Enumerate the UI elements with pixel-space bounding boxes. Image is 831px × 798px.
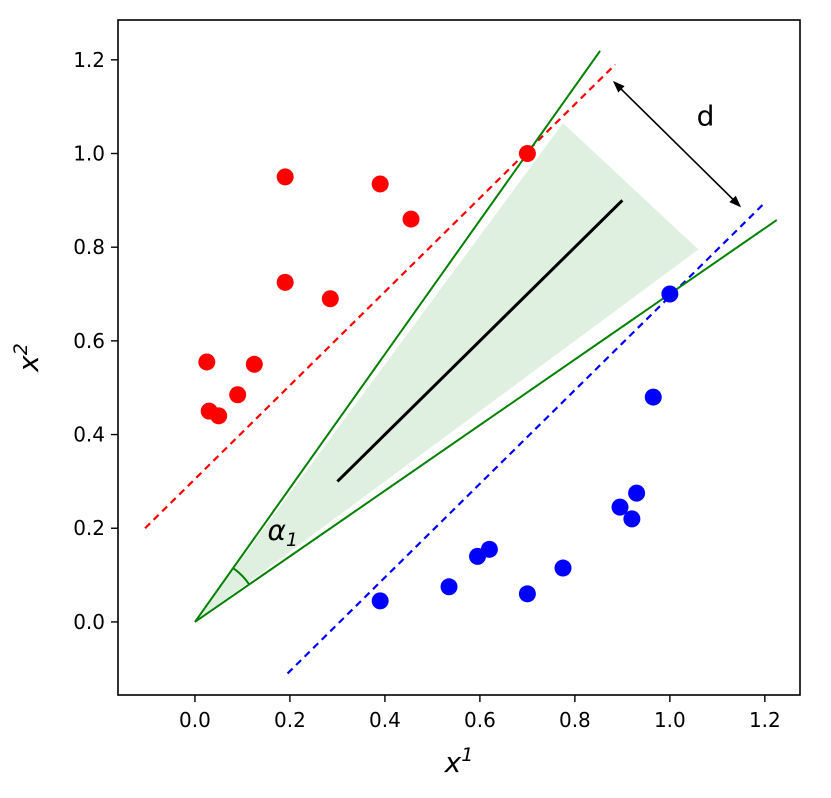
plot-frame — [117, 19, 801, 696]
scatter-point-class-red — [245, 355, 263, 373]
plot-area: d α1 — [144, 50, 778, 675]
scatter-point-class-blue — [644, 388, 662, 406]
y-tick-label: 1.2 — [73, 48, 105, 72]
cone-upper-edge — [194, 50, 601, 623]
scatter-point-class-red — [210, 407, 228, 425]
x-axis-label: x1 — [444, 744, 474, 779]
scatter-point-class-blue — [623, 510, 641, 528]
distance-label: d — [697, 99, 715, 132]
decision-boundary — [336, 199, 624, 483]
y-tick-label: 0.0 — [73, 610, 105, 634]
y-tick-label: 0.2 — [73, 516, 105, 540]
scatter-point-class-red — [518, 145, 536, 163]
scatter-point-class-blue — [611, 498, 629, 516]
x-tick-label: 0.2 — [274, 708, 306, 732]
x-tick-label: 1.2 — [749, 708, 781, 732]
scatter-point-class-blue — [371, 592, 389, 610]
scatter-point-class-blue — [554, 559, 572, 577]
distance-arrow-head — [612, 80, 625, 93]
scatter-point-class-red — [198, 353, 216, 371]
scatter-point-class-blue — [440, 578, 458, 596]
scatter-point-class-blue — [469, 547, 487, 565]
distance-arrow-shaft — [613, 81, 741, 207]
scatter-point-class-red — [402, 210, 420, 228]
red-margin-line — [144, 63, 617, 530]
scatter-point-class-red — [371, 175, 389, 193]
scatter-point-class-red — [321, 290, 339, 308]
scatter-point-class-blue — [518, 585, 536, 603]
x-tick-label: 1.0 — [654, 708, 686, 732]
y-tick-label: 0.8 — [73, 235, 105, 259]
scatter-point-class-red — [276, 168, 294, 186]
y-tick-label: 0.4 — [73, 423, 105, 447]
scatter-point-class-red — [276, 273, 294, 291]
angle-arc — [232, 567, 251, 585]
y-tick-label: 0.6 — [73, 329, 105, 353]
x-tick-label: 0.4 — [369, 708, 401, 732]
angle-label: α1 — [268, 514, 299, 551]
blue-margin-line — [286, 204, 764, 675]
x-tick-label: 0.0 — [179, 708, 211, 732]
scatter-point-class-blue — [661, 285, 679, 303]
scatter-point-class-blue — [628, 484, 646, 502]
cone-lower-edge — [194, 219, 778, 623]
scatter-point-class-red — [229, 386, 247, 404]
distance-arrow-head — [729, 195, 742, 208]
x-tick-label: 0.8 — [559, 708, 591, 732]
y-tick-label: 1.0 — [73, 142, 105, 166]
y-axis-label: x2 — [10, 343, 45, 373]
x-tick-label: 0.6 — [464, 708, 496, 732]
